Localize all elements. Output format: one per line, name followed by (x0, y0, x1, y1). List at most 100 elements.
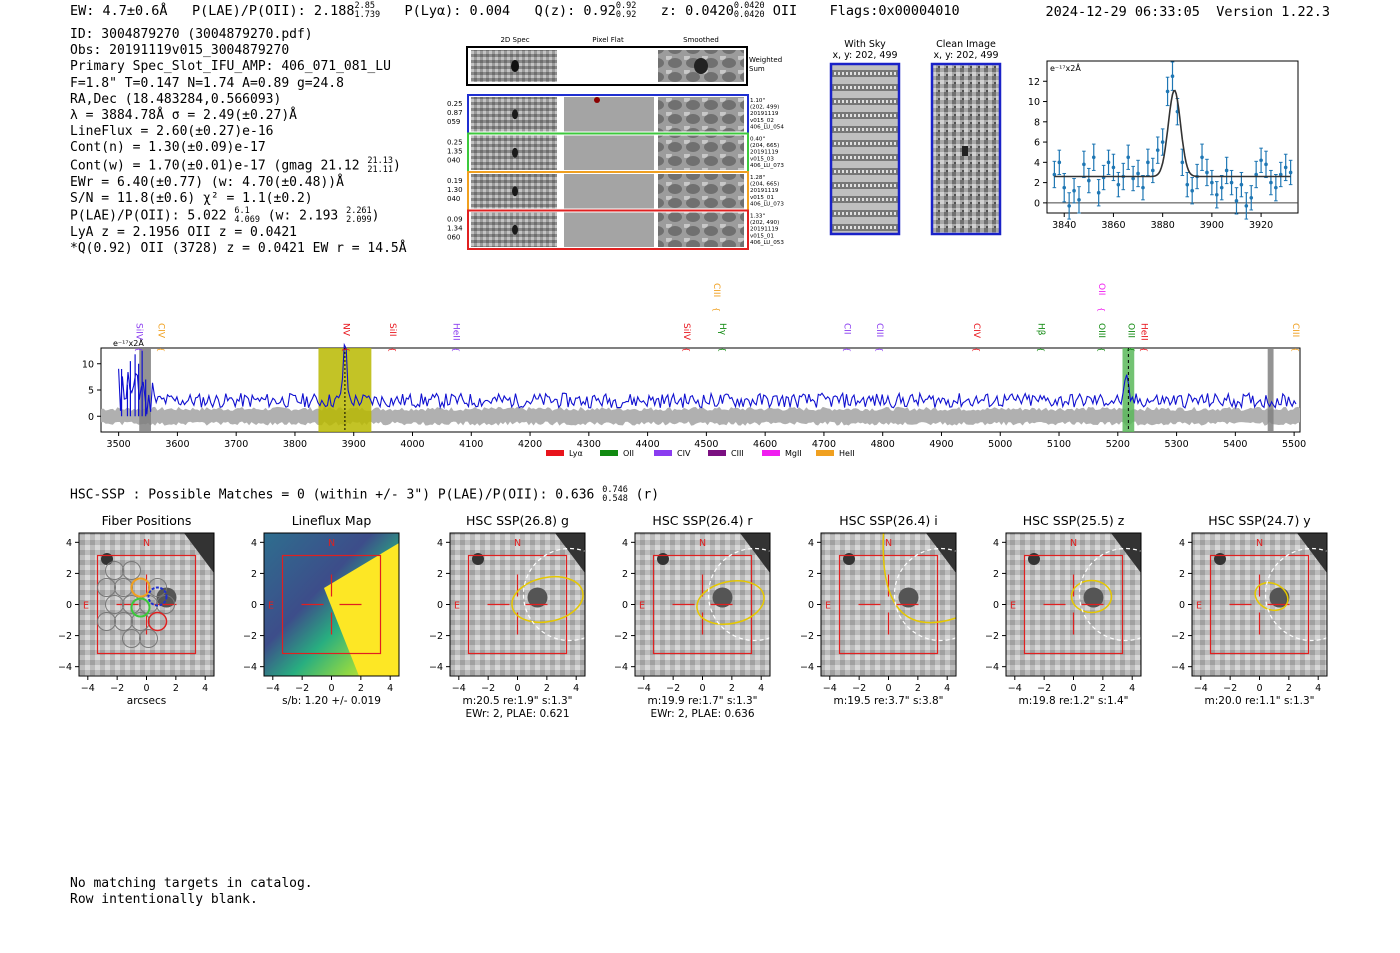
line-label-bracket: { (1126, 347, 1135, 352)
line-label-bracket: { (1291, 347, 1300, 352)
spec-xtick-label: 4300 (577, 439, 601, 450)
plae-w-lo: 2.099 (346, 215, 372, 226)
line-label-bracket: { (972, 347, 981, 352)
fit-point (1205, 170, 1209, 175)
cutout-emission (512, 147, 518, 158)
hsc-ytick-label: 0 (66, 600, 72, 611)
spec-ytick-label: 10 (82, 359, 94, 370)
hsc-panel-title: Lineflux Map (292, 513, 372, 528)
compass-north: N (1070, 538, 1077, 549)
legend-label: Lyα (569, 449, 583, 458)
compass-east: E (83, 601, 89, 612)
cutout-right-meta: v015_03 (750, 156, 774, 162)
hsc-star (843, 553, 855, 565)
hsc-xtick-label: 4 (944, 683, 950, 694)
fit-point (1249, 196, 1254, 200)
fit-point (1052, 172, 1057, 177)
cutout-left-meta: 040 (447, 157, 460, 165)
cutout-right-meta: 1.28" (750, 175, 765, 181)
hsc-ytick-label: 0 (437, 600, 443, 611)
hsc-xlabel: m:20.5 re:1.9" s:1.3" (463, 695, 573, 707)
info-sn: S/N = 11.8(±0.6) χ² = 1.1(±0.2) (70, 190, 313, 206)
hsc-source-ellipse (511, 575, 584, 624)
hsc-xlabel: m:19.5 re:3.7" s:3.8" (834, 695, 944, 707)
spec-xtick-label: 5000 (988, 439, 1012, 450)
fit-point (1229, 180, 1234, 185)
line-label-bracket: { (452, 347, 461, 352)
hsc-xtick-label: 0 (1070, 683, 1076, 694)
hsc-star (472, 553, 484, 565)
cutout-smoothed (658, 212, 744, 247)
cutout-left-meta: 0.19 (447, 177, 463, 185)
hsc-ytick-label: −2 (614, 631, 628, 642)
compass-north: N (699, 538, 706, 549)
catalog-line-1: No matching targets in catalog. (70, 876, 313, 891)
hsc-cutout (450, 533, 585, 676)
cutout-right-meta: 406_LU_073 (750, 163, 784, 169)
highlight-band (1267, 348, 1274, 432)
fit-point (1283, 165, 1288, 170)
hsc-xtick-label: −4 (823, 683, 837, 694)
cutout-left-meta: 059 (447, 118, 460, 126)
legend-label: CIII (731, 449, 744, 458)
fit-point (1072, 188, 1076, 193)
legend-swatch (762, 450, 780, 456)
hsc-ytick-label: 0 (993, 600, 999, 611)
fit-point (1185, 182, 1190, 187)
hsc-panel-title: HSC SSP(26.4) r (652, 513, 753, 528)
cutout-pixel-flat (564, 174, 654, 209)
legend-swatch (600, 450, 618, 456)
fit-point (1160, 140, 1165, 144)
version: Version 1.22.3 (1216, 4, 1330, 20)
sky-images: With Sky x, y: 202, 499 Clean Image x, y… (829, 39, 1002, 236)
fit-xtick-label: 3880 (1151, 220, 1175, 231)
spec-xtick-label: 4400 (636, 439, 660, 450)
spec-xtick-label: 5100 (1047, 439, 1071, 450)
cutout-right-meta: 406_LU_073 (750, 201, 784, 207)
fit-point (1264, 162, 1268, 167)
hsc-ytick-label: −2 (800, 631, 814, 642)
fit-point (1111, 165, 1116, 170)
hsc-panel-title: HSC SSP(26.8) g (466, 513, 569, 528)
clean-image-source (962, 146, 968, 156)
spec-xtick-label: 4700 (812, 439, 836, 450)
spectra-cutouts: 2D Spec Pixel Flat Smoothed Weighted Sum… (447, 36, 784, 250)
hsc-xlabel: m:20.0 re:1.1" s:1.3" (1205, 695, 1315, 707)
z-lo: 0.0420 (733, 10, 765, 20)
cutout-right-meta: v015_01 (750, 195, 774, 201)
cutout-smoothed (658, 135, 744, 170)
hsc-xlabel: s/b: 1.20 +/- 0.019 (282, 695, 381, 707)
col-flat-label: Pixel Flat (592, 36, 624, 44)
plae-text: P(LAE)/P(OII): 5.022 (70, 208, 227, 224)
hsc-panel-title: HSC SSP(25.5) z (1023, 513, 1125, 528)
hsc-source (898, 587, 919, 608)
cutout-right-meta: 406_LU_053 (750, 240, 784, 246)
hsc-ytick-label: −4 (243, 662, 257, 673)
hsc-dark-corner (1111, 533, 1141, 573)
cutout-left-meta: 1.35 (447, 148, 463, 156)
spec-ylabel: e⁻¹⁷x2Å (113, 337, 144, 348)
compass-north: N (885, 538, 892, 549)
hsc-xtick-label: −4 (81, 683, 95, 694)
compass-north: N (328, 538, 335, 549)
plae-hi: 2.85 (354, 1, 375, 11)
hsc-xtick-label: −2 (852, 683, 866, 694)
hsc-ytick-label: 2 (1179, 569, 1185, 580)
fiber-green (130, 597, 151, 618)
fit-point (1214, 192, 1219, 197)
hsc-ytick-label: 2 (993, 569, 999, 580)
header-right: 2024-12-29 06:33:05 Version 1.22.3 (1046, 4, 1331, 20)
compass-east: E (639, 601, 645, 612)
hsc-panel: Lineflux Map N E −4 −4 −2 −2 0 0 2 2 4 4 s/b: 1.20 +/… (243, 513, 400, 707)
hsc-source-ellipse (1070, 579, 1113, 614)
hsc-source-ellipse (696, 580, 765, 625)
info-lya: LyA z = 2.1956 OII z = 0.0421 (70, 225, 297, 241)
fit-ytick-label: 0 (1034, 198, 1040, 209)
fit-ytick-label: 10 (1028, 97, 1040, 108)
hsc-dark-corner (555, 533, 585, 573)
line-label-bracket: { (1139, 347, 1148, 352)
col-2d-label: 2D Spec (500, 36, 529, 44)
hsc-frame (263, 532, 400, 677)
